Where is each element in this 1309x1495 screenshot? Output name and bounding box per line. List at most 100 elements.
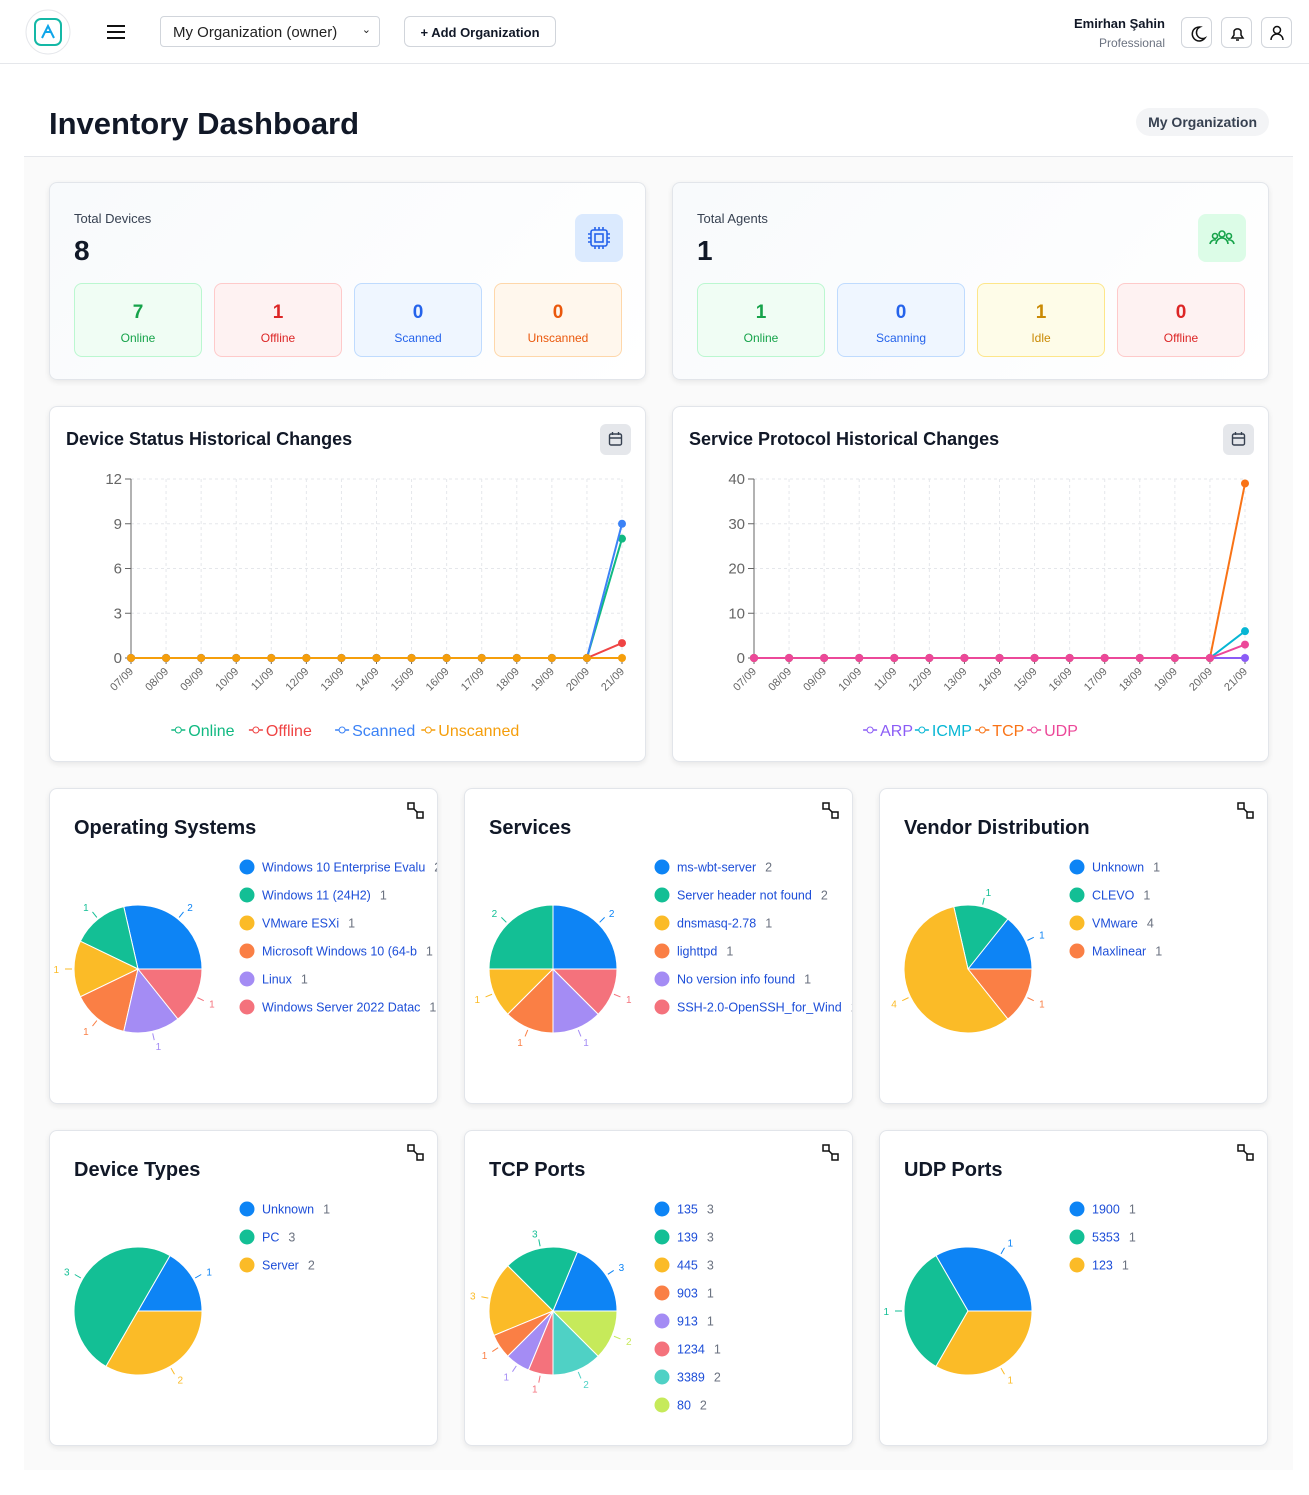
legend-dot [654,887,670,903]
pie-slice [903,1254,969,1368]
legend-label: Linux [262,973,293,987]
expand-button[interactable] [821,1143,841,1163]
add-org-button[interactable]: + Add Organization [404,16,556,47]
legend-icon [866,726,874,734]
x-tick-label: 18/09 [494,666,522,694]
legend-dot [239,1229,255,1245]
label-leader [1000,1247,1005,1255]
legend-label: Online [188,723,234,740]
point [890,654,899,662]
x-tick-label: 13/09 [319,666,347,694]
x-tick-label: 12/09 [284,666,312,694]
theme-button[interactable] [1181,17,1212,48]
label-leader [1027,997,1034,1002]
point [267,654,276,662]
legend-label: SSH-2.0-OpenSSH_for_Wind [677,1001,842,1015]
x-tick-label: 10/09 [836,666,864,694]
legend-icon [252,726,260,734]
page-title: Inventory Dashboard [49,106,360,141]
point [1065,654,1074,662]
label-leader [481,1296,489,1299]
chart-card: Device Types 1 3 2 Unknown 1 PC 3 Server 2 [49,1130,438,1446]
point [162,654,171,662]
legend-value: 1 [323,1203,330,1217]
legend-value: 1 [1122,1259,1129,1273]
slice-label: 1 [517,1038,523,1049]
legend-label: Scanned [352,723,415,740]
slice-label: 1 [206,1268,212,1279]
legend-label: 3389 [677,1371,705,1385]
expand-button[interactable] [406,801,426,821]
label-leader [485,993,493,998]
legend-label: VMware [1092,917,1138,931]
x-tick-label: 16/09 [1047,666,1075,694]
label-leader [577,1029,582,1037]
slice-label: 1 [883,1307,889,1318]
pie-slice [953,904,1009,971]
legend-label: 5353 [1092,1231,1120,1245]
x-tick-label: 16/09 [424,666,452,694]
point [1241,627,1249,636]
slice-label: 1 [626,995,632,1006]
legend-dot [1069,915,1085,931]
pie-slice [123,967,179,1034]
slice-label: 1 [482,1351,488,1362]
slice-label: 4 [891,999,897,1010]
expand-button[interactable] [821,801,841,821]
x-tick-label: 08/09 [766,666,794,694]
legend-value: 3 [707,1203,714,1217]
point [618,534,626,543]
org-select[interactable]: My Organization (owner) ⌄ [160,16,380,47]
stat-item-label: Online [120,331,156,345]
logo[interactable] [24,8,72,56]
legend-dot [239,859,255,875]
chart-card: TCP Ports 3 3 3 1 1 1 2 2 135 3 139 3 445 3 903 1 913 1 123… [464,1130,853,1446]
stat-item-value: 0 [1175,302,1187,323]
slice-label: 1 [474,995,480,1006]
legend-label: Windows 11 (24H2) [262,889,371,903]
menu-button[interactable] [106,22,126,42]
expand-button[interactable] [1236,801,1256,821]
slice-label: 2 [609,909,615,920]
chart-title: TCP Ports [489,1159,586,1181]
line-chart: 0 3 6 9 12 07/09 08/09 09/09 10/09 11/09 12/09 13/0… [105,471,627,740]
legend-dot [654,999,670,1015]
x-tick-label: 17/09 [1082,666,1110,694]
point [618,654,626,662]
label-leader [492,1347,499,1352]
label-leader [1027,936,1034,941]
pie-slice [966,968,1033,1020]
expand-button[interactable] [1236,1143,1256,1163]
stat-item-value: 0 [552,302,564,323]
pie-slice [73,940,140,998]
legend-value: 1 [726,945,733,959]
legend-label: CLEVO [1092,889,1135,903]
x-tick-label: 14/09 [977,666,1005,694]
notifications-button[interactable] [1221,17,1252,48]
slice-label: 2 [187,903,193,914]
chart-title: Vendor Distribution [904,817,1090,839]
pie-slice [903,906,1009,1034]
legend-dot [654,971,670,987]
legend-dot [654,859,670,875]
slice-label: 3 [470,1292,476,1303]
chart-title: Device Status Historical Changes [66,429,353,449]
legend-value: 3 [707,1231,714,1245]
legend-dot [654,1397,670,1413]
pie-slice [935,1310,1033,1376]
stat-item: 1 Online [697,283,825,357]
legend-label: 913 [677,1315,698,1329]
point [442,654,451,662]
slice-label: 1 [1008,1239,1014,1250]
label-leader [512,1365,517,1372]
legend-value: 4 [1147,917,1154,931]
profile-button[interactable] [1261,17,1292,48]
pie-chart: 2 2 1 1 1 1 ms-wbt-server 2 Server header not fo… [474,859,852,1049]
date-button[interactable] [600,424,631,455]
date-button[interactable] [1223,424,1254,455]
legend-dot [654,1341,670,1357]
legend-dot [654,1313,670,1329]
expand-button[interactable] [406,1143,426,1163]
